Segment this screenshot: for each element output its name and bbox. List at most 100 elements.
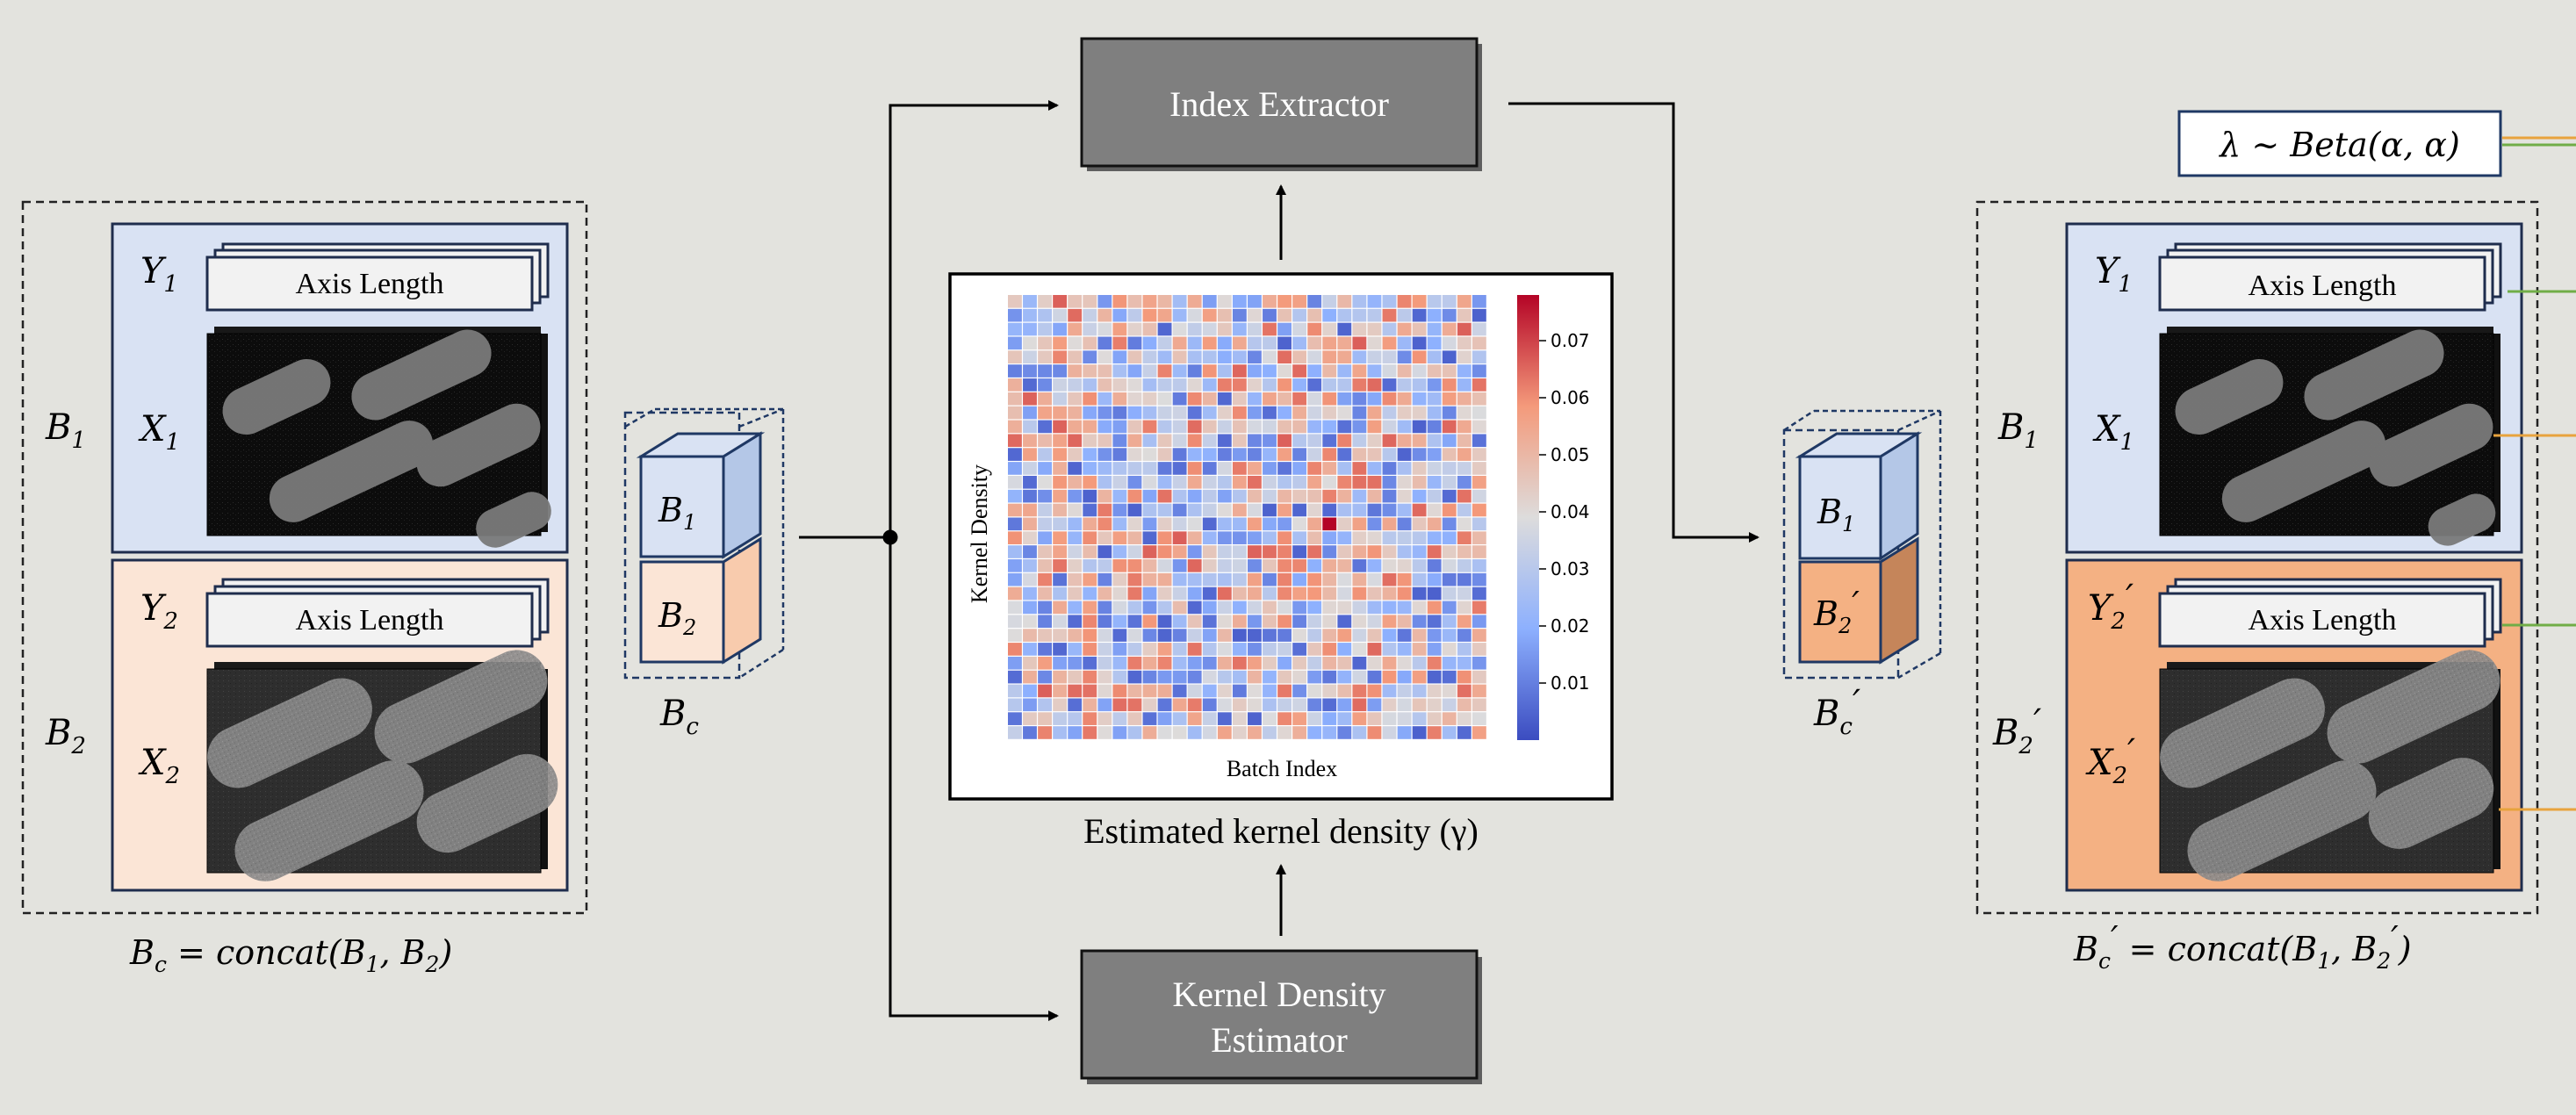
heatmap-cell (1023, 698, 1037, 712)
heatmap-cell (1412, 684, 1427, 698)
heatmap-cell (1172, 615, 1187, 629)
heatmap-cell (1471, 698, 1486, 712)
heatmap-cell (1367, 615, 1382, 629)
heatmap-cell (1038, 615, 1052, 629)
heatmap-cell (1457, 336, 1471, 350)
heatmap-cell (1172, 295, 1187, 308)
heatmap-cell (1263, 336, 1277, 350)
heatmap-cell (1397, 406, 1412, 420)
heatmap-cell (1112, 336, 1127, 350)
heatmap-cell (1352, 364, 1367, 378)
heatmap-cell (1263, 295, 1277, 308)
right-y2-stack: Axis Length (2158, 578, 2502, 648)
heatmap-cell (1053, 670, 1068, 684)
heatmap-cell (1457, 406, 1471, 420)
heatmap-cell (1412, 503, 1427, 517)
heatmap-cell (1083, 350, 1097, 364)
heatmap-cell (1217, 712, 1232, 725)
heatmap-cell (1367, 364, 1382, 378)
heatmap-cell (1322, 531, 1337, 544)
heatmap-cell (1397, 629, 1412, 642)
heatmap-cell (1442, 378, 1457, 392)
heatmap-cell (1427, 545, 1442, 558)
heatmap-cell (1232, 712, 1247, 725)
heatmap-cell (1172, 559, 1187, 572)
heatmap-cell (1068, 434, 1083, 448)
heatmap-cell (1053, 308, 1068, 322)
heatmap-cell (1412, 489, 1427, 503)
heatmap-cell (1263, 350, 1277, 364)
heatmap-cell (1112, 572, 1127, 586)
colorbar-tick-label: 0.04 (1551, 501, 1590, 522)
colorbar-tick-label: 0.03 (1551, 558, 1590, 579)
heatmap-cell (1248, 629, 1262, 642)
heatmap-cell (1023, 350, 1037, 364)
heatmap-cell (1471, 489, 1486, 503)
heatmap-cell (1172, 336, 1187, 350)
heatmap-cell (1097, 726, 1112, 739)
heatmap-cell (1187, 378, 1202, 392)
heatmap-cell (1187, 489, 1202, 503)
heatmap-cell (1053, 531, 1068, 544)
heatmap-cell (1352, 336, 1367, 350)
heatmap-cell (1217, 295, 1232, 308)
heatmap-cell (1337, 615, 1352, 629)
heatmap-cell (1083, 670, 1097, 684)
heatmap-cell (1142, 378, 1157, 392)
heatmap-cell (1427, 712, 1442, 725)
right-cube-caption: Bc′ (1813, 683, 1860, 740)
heatmap-cell (1023, 322, 1037, 336)
heatmap-cell (1187, 586, 1202, 601)
heatmap-cell (1442, 308, 1457, 322)
heatmap-cell (1068, 684, 1083, 698)
heatmap-cell (1427, 475, 1442, 489)
heatmap-cell (1277, 698, 1292, 712)
kde-label-line1: Kernel Density (1172, 975, 1385, 1014)
heatmap-cell (1053, 420, 1068, 434)
right-y2-label: Y2′ (2088, 578, 2133, 635)
heatmap-cell (1471, 601, 1486, 615)
heatmap-cell (1112, 726, 1127, 739)
heatmap-cell (1337, 475, 1352, 489)
heatmap-cell (1277, 615, 1292, 629)
heatmap-cell (1412, 559, 1427, 572)
heatmap-cell (1292, 656, 1307, 670)
heatmap-cell (1322, 364, 1337, 378)
heatmap-cell (1172, 670, 1187, 684)
heatmap-cell (1382, 684, 1397, 698)
heatmap-cell (1442, 420, 1457, 434)
heatmap-cell (1142, 726, 1157, 739)
heatmap-cell (1097, 475, 1112, 489)
heatmap-cell (1053, 545, 1068, 558)
heatmap-cell (1337, 545, 1352, 558)
heatmap-cell (1097, 643, 1112, 656)
heatmap-cell (1217, 698, 1232, 712)
heatmap-cell (1248, 684, 1262, 698)
heatmap-cell (1142, 629, 1157, 642)
heatmap-cell (1038, 308, 1052, 322)
heatmap-cell (1068, 517, 1083, 531)
heatmap-cell (1337, 462, 1352, 475)
heatmap-cell (1112, 601, 1127, 615)
heatmap-cell (1112, 350, 1127, 364)
heatmap-cell (1038, 322, 1052, 336)
heatmap-cell (1442, 392, 1457, 406)
heatmap-cell (1307, 462, 1322, 475)
heatmap-cell (1187, 629, 1202, 642)
heatmap-cell (1053, 475, 1068, 489)
heatmap-cell (1442, 572, 1457, 586)
heatmap-cell (1068, 378, 1083, 392)
heatmap-cell (1112, 712, 1127, 725)
heatmap-cell (1083, 322, 1097, 336)
heatmap-colorbar (1517, 295, 1539, 740)
heatmap-cell (1112, 531, 1127, 544)
heatmap-cell (1457, 475, 1471, 489)
heatmap-cell (1337, 350, 1352, 364)
heatmap-cell (1277, 364, 1292, 378)
heatmap-cell (1097, 295, 1112, 308)
heatmap-cell (1352, 475, 1367, 489)
heatmap-cell (1322, 586, 1337, 601)
heatmap-cell (1442, 489, 1457, 503)
heatmap-cell (1083, 475, 1097, 489)
heatmap-cell (1367, 295, 1382, 308)
